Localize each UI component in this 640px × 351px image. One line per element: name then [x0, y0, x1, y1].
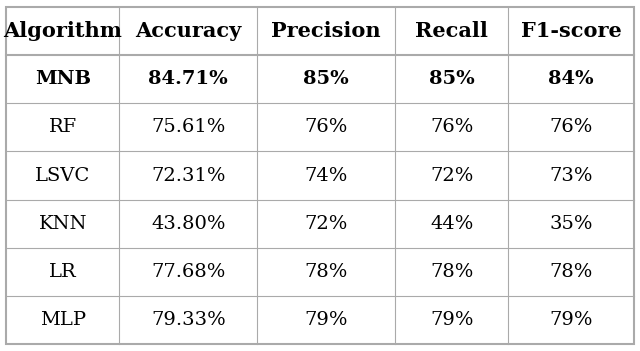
Text: 43.80%: 43.80% [151, 215, 225, 233]
Text: 73%: 73% [549, 166, 593, 185]
Text: 44%: 44% [430, 215, 474, 233]
Text: 76%: 76% [430, 118, 474, 136]
Text: 72%: 72% [305, 215, 348, 233]
Text: 78%: 78% [549, 263, 593, 281]
Text: RF: RF [49, 118, 77, 136]
Text: 79%: 79% [549, 311, 593, 329]
Text: LSVC: LSVC [35, 166, 90, 185]
Text: 78%: 78% [430, 263, 474, 281]
Text: Algorithm: Algorithm [3, 21, 122, 41]
Text: 72%: 72% [430, 166, 474, 185]
Text: 79%: 79% [430, 311, 474, 329]
Text: 76%: 76% [305, 118, 348, 136]
Text: Accuracy: Accuracy [135, 21, 241, 41]
Text: 72.31%: 72.31% [151, 166, 225, 185]
Text: Recall: Recall [415, 21, 488, 41]
Text: 74%: 74% [305, 166, 348, 185]
Text: 77.68%: 77.68% [151, 263, 225, 281]
Text: 76%: 76% [549, 118, 593, 136]
Text: 84%: 84% [548, 70, 594, 88]
Text: MNB: MNB [35, 70, 91, 88]
Text: F1-score: F1-score [520, 21, 621, 41]
Text: 35%: 35% [549, 215, 593, 233]
Text: 79.33%: 79.33% [151, 311, 226, 329]
Text: Precision: Precision [271, 21, 381, 41]
Text: LR: LR [49, 263, 77, 281]
Text: 85%: 85% [303, 70, 349, 88]
Text: MLP: MLP [40, 311, 86, 329]
Text: 75.61%: 75.61% [151, 118, 225, 136]
Text: 78%: 78% [305, 263, 348, 281]
Text: 79%: 79% [305, 311, 348, 329]
Text: KNN: KNN [38, 215, 87, 233]
Text: 85%: 85% [429, 70, 475, 88]
Text: 84.71%: 84.71% [148, 70, 228, 88]
